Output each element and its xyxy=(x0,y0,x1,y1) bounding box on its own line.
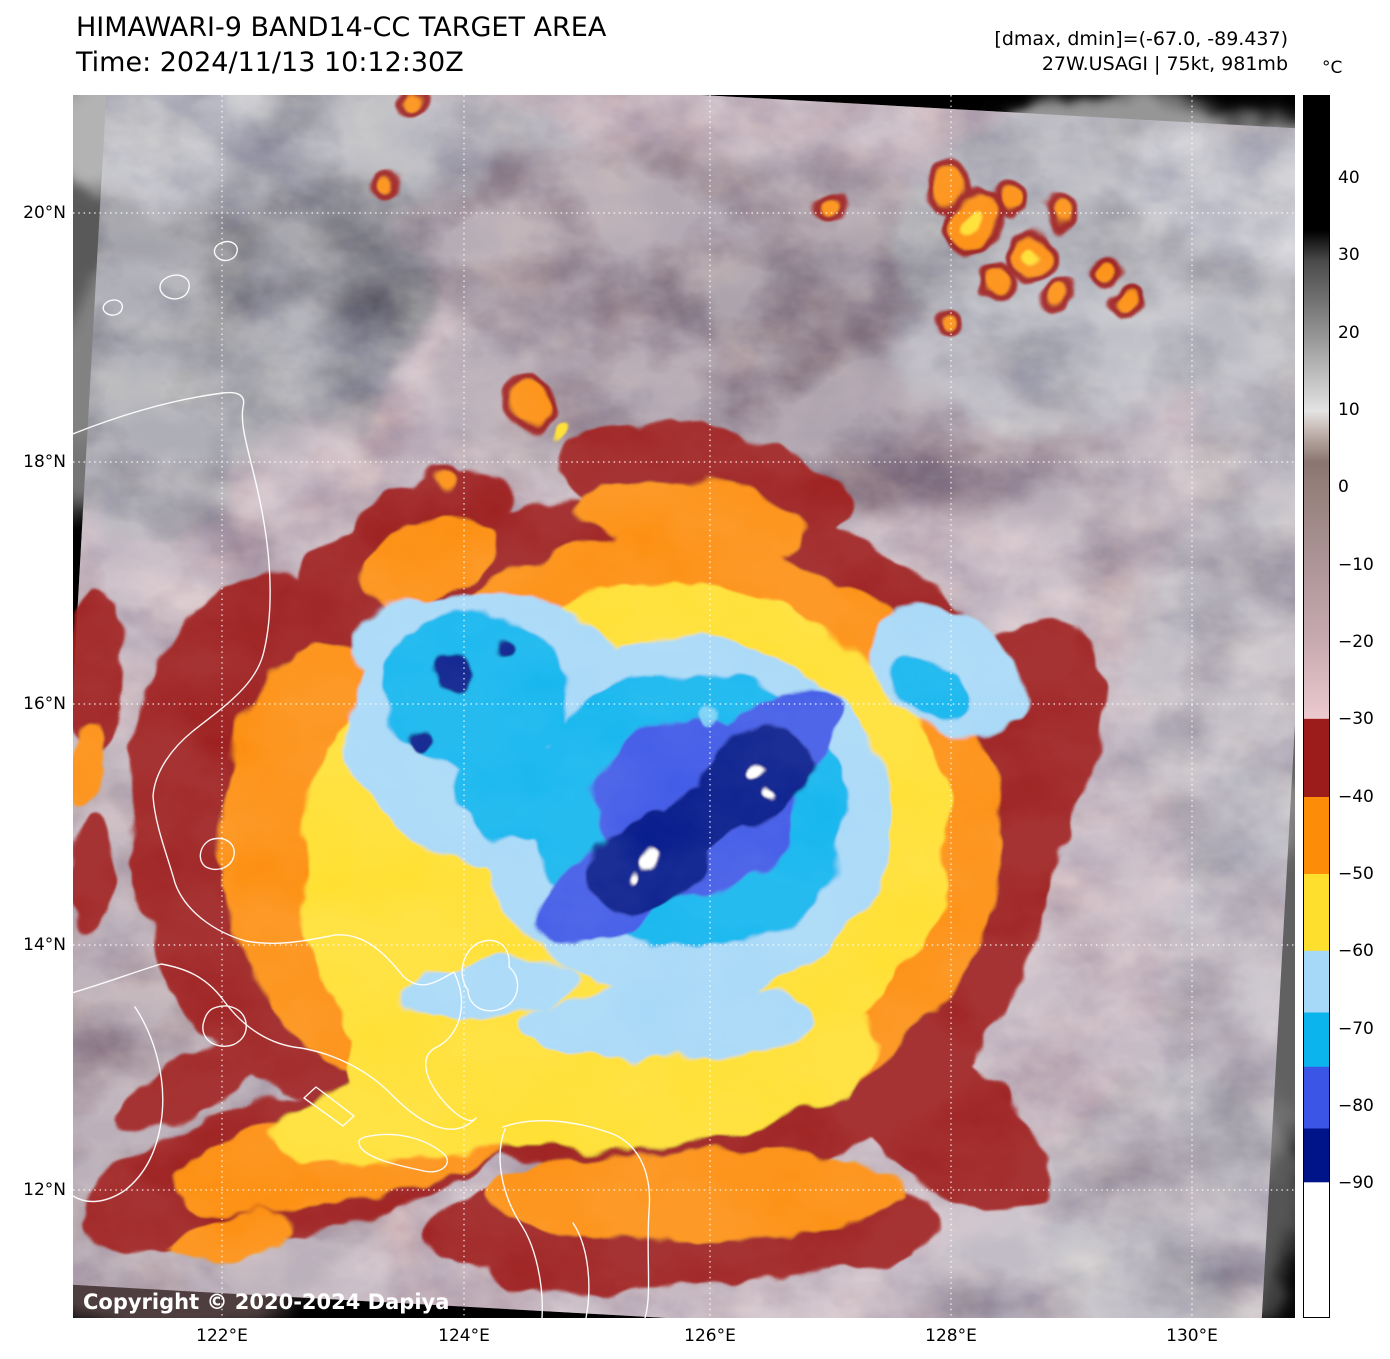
copyright-text: Copyright © 2020-2024 Dapiya xyxy=(83,1290,449,1314)
colorbar-tick-label: −70 xyxy=(1338,1019,1374,1039)
lat-label-12n: 12°N xyxy=(23,1180,66,1200)
lon-label-122e: 122°E xyxy=(196,1326,248,1346)
lat-label-16n: 16°N xyxy=(23,694,66,714)
colorbar-tick-label: 30 xyxy=(1338,245,1360,265)
colorbar-tick-label: −50 xyxy=(1338,864,1374,884)
satellite-map-frame: Copyright © 2020-2024 Dapiya xyxy=(73,95,1295,1318)
lat-label-18n: 18°N xyxy=(23,452,66,472)
satellite-map: Copyright © 2020-2024 Dapiya xyxy=(73,95,1295,1318)
page-title: HIMAWARI-9 BAND14-CC TARGET AREA xyxy=(76,12,607,43)
storm-info-annotation: 27W.USAGI | 75kt, 981mb xyxy=(1041,53,1288,75)
lat-label-14n: 14°N xyxy=(23,935,66,955)
dmax-dmin-annotation: [dmax, dmin]=(-67.0, -89.437) xyxy=(994,28,1288,50)
lon-label-124e: 124°E xyxy=(438,1326,490,1346)
colorbar-tick-label: 40 xyxy=(1338,168,1360,188)
lon-label-126e: 126°E xyxy=(684,1326,736,1346)
lon-label-130e: 130°E xyxy=(1166,1326,1218,1346)
colorbar-tick-label: 20 xyxy=(1338,323,1360,343)
colorbar-unit-label: °C xyxy=(1322,58,1343,78)
colorbar xyxy=(1303,95,1330,1318)
colorbar-tick-label: −30 xyxy=(1338,709,1374,729)
lat-label-20n: 20°N xyxy=(23,203,66,223)
coastlines xyxy=(73,240,651,1318)
colorbar-tick-label: −60 xyxy=(1338,941,1374,961)
satellite-data-swath xyxy=(73,95,1295,1318)
colorbar-tick-label: −80 xyxy=(1338,1096,1374,1116)
colorbar-tick-label: −20 xyxy=(1338,632,1374,652)
colorbar-gradient xyxy=(1304,96,1329,1317)
colorbar-tick-label: −10 xyxy=(1338,555,1374,575)
colorbar-tick-label: −90 xyxy=(1338,1173,1374,1193)
colorbar-tick-label: 0 xyxy=(1338,477,1349,497)
grid-lines xyxy=(73,95,1295,1318)
colorbar-tick-label: −40 xyxy=(1338,787,1374,807)
lon-label-128e: 128°E xyxy=(925,1326,977,1346)
timestamp: Time: 2024/11/13 10:12:30Z xyxy=(76,47,464,78)
colorbar-tick-label: 10 xyxy=(1338,400,1360,420)
